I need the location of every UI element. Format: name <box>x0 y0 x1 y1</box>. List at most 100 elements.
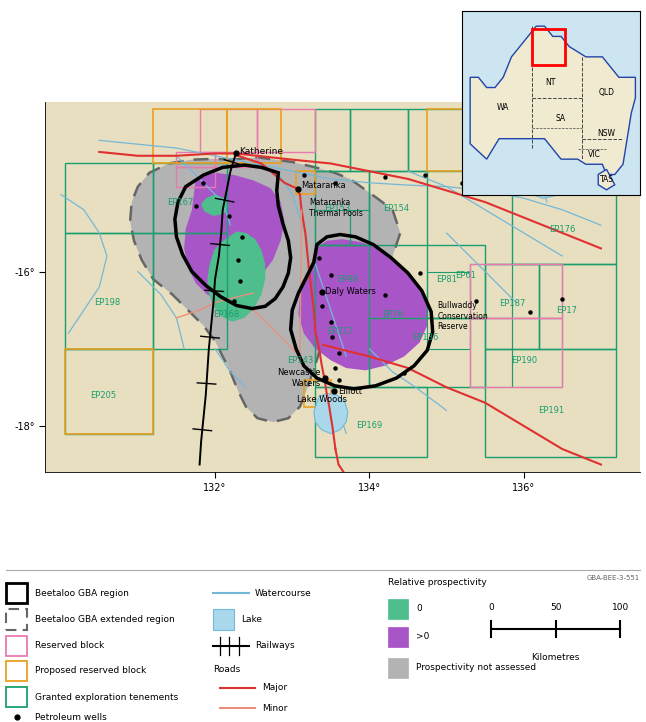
Text: TAS: TAS <box>599 175 614 184</box>
Bar <box>427 271 470 318</box>
Text: EP168: EP168 <box>213 310 240 318</box>
FancyBboxPatch shape <box>388 627 408 647</box>
Polygon shape <box>470 26 636 175</box>
Bar <box>539 264 616 349</box>
Bar <box>258 110 315 152</box>
Text: EP176: EP176 <box>549 225 576 234</box>
Text: NT: NT <box>545 78 556 87</box>
Text: GBA-BEE-3-551: GBA-BEE-3-551 <box>587 575 640 580</box>
Text: Katherine: Katherine <box>239 147 283 157</box>
Polygon shape <box>207 232 266 322</box>
Text: Ngukurr: Ngukurr <box>508 168 544 176</box>
Text: WA: WA <box>497 103 510 113</box>
Bar <box>315 171 370 245</box>
Bar <box>65 349 153 434</box>
Bar <box>512 194 616 264</box>
Text: EP136: EP136 <box>412 333 438 342</box>
Text: Petroleum wells: Petroleum wells <box>35 713 107 722</box>
Text: Major: Major <box>262 683 287 692</box>
Text: Beetaloo GBA extended region: Beetaloo GBA extended region <box>35 615 174 624</box>
Polygon shape <box>524 170 561 199</box>
Polygon shape <box>314 393 348 434</box>
Text: 0: 0 <box>488 604 494 612</box>
Text: Mataranka: Mataranka <box>302 181 346 191</box>
Bar <box>153 163 227 233</box>
Bar <box>470 110 563 194</box>
Bar <box>315 387 427 457</box>
Polygon shape <box>130 157 401 422</box>
Text: Newcastle
Waters: Newcastle Waters <box>277 368 321 388</box>
Text: 100: 100 <box>612 604 629 612</box>
Bar <box>215 152 258 168</box>
Text: Minor: Minor <box>262 703 287 713</box>
Text: EP184: EP184 <box>503 147 529 157</box>
Bar <box>176 152 215 168</box>
Bar <box>315 110 350 171</box>
Text: EP154: EP154 <box>383 204 410 213</box>
Bar <box>350 110 408 171</box>
Bar <box>470 264 512 318</box>
Text: NSW: NSW <box>598 129 616 138</box>
Polygon shape <box>201 194 229 216</box>
Text: >0: >0 <box>416 632 430 641</box>
Bar <box>470 318 563 387</box>
Text: EP190: EP190 <box>511 356 537 365</box>
Text: Watercourse: Watercourse <box>255 588 312 598</box>
Text: Roads: Roads <box>213 665 240 674</box>
FancyBboxPatch shape <box>388 599 408 619</box>
Text: EP98: EP98 <box>337 275 359 284</box>
Text: Bullwaddy
Conservation
Reserve: Bullwaddy Conservation Reserve <box>437 301 488 331</box>
Bar <box>470 318 512 387</box>
Text: Prospectivity not assessed: Prospectivity not assessed <box>416 664 536 672</box>
FancyBboxPatch shape <box>388 658 408 678</box>
Text: Granted exploration tenements: Granted exploration tenements <box>35 692 178 702</box>
Text: SA: SA <box>556 114 566 123</box>
Text: Lake Woods: Lake Woods <box>297 396 346 404</box>
Polygon shape <box>298 239 427 370</box>
Text: 50: 50 <box>550 604 561 612</box>
Text: Mataranka
Thermal Pools: Mataranka Thermal Pools <box>309 199 363 217</box>
Bar <box>65 349 153 434</box>
Bar <box>427 318 470 349</box>
Bar <box>200 110 258 152</box>
Bar <box>408 110 470 171</box>
Polygon shape <box>184 173 284 301</box>
Text: Reserved block: Reserved block <box>35 641 104 651</box>
Text: EP205: EP205 <box>90 391 116 399</box>
Bar <box>227 110 280 163</box>
Text: Beetaloo GBA region: Beetaloo GBA region <box>35 588 129 598</box>
Text: Kilometres: Kilometres <box>532 653 579 662</box>
Bar <box>65 163 153 233</box>
Text: EP187: EP187 <box>499 300 525 308</box>
Text: Elliott: Elliott <box>338 387 362 396</box>
FancyBboxPatch shape <box>213 609 234 630</box>
Text: EP117: EP117 <box>327 327 353 336</box>
Bar <box>315 210 350 245</box>
Bar <box>304 380 331 406</box>
Text: EP81: EP81 <box>436 275 457 284</box>
Bar <box>350 210 370 245</box>
Text: Lake: Lake <box>242 615 263 624</box>
Text: EP153: EP153 <box>324 204 350 213</box>
Text: EP198: EP198 <box>94 298 120 307</box>
Bar <box>532 29 565 64</box>
Text: EP76: EP76 <box>382 310 403 318</box>
Text: Railways: Railways <box>255 641 295 651</box>
Bar <box>485 349 616 457</box>
Bar <box>512 264 563 318</box>
Text: Daly Waters: Daly Waters <box>326 287 376 296</box>
Text: EP61: EP61 <box>455 271 476 280</box>
Bar <box>315 245 370 387</box>
Text: QLD: QLD <box>598 88 614 97</box>
Bar <box>296 171 315 194</box>
Text: EP143: EP143 <box>287 356 313 365</box>
Text: 0: 0 <box>416 604 422 613</box>
Bar <box>176 168 215 187</box>
Text: EP167: EP167 <box>167 198 194 206</box>
Text: EP169: EP169 <box>357 422 382 430</box>
Text: EP191: EP191 <box>537 406 564 415</box>
Text: EP17: EP17 <box>556 305 577 315</box>
Bar <box>470 264 563 318</box>
Bar <box>427 245 485 318</box>
Bar <box>370 318 485 387</box>
